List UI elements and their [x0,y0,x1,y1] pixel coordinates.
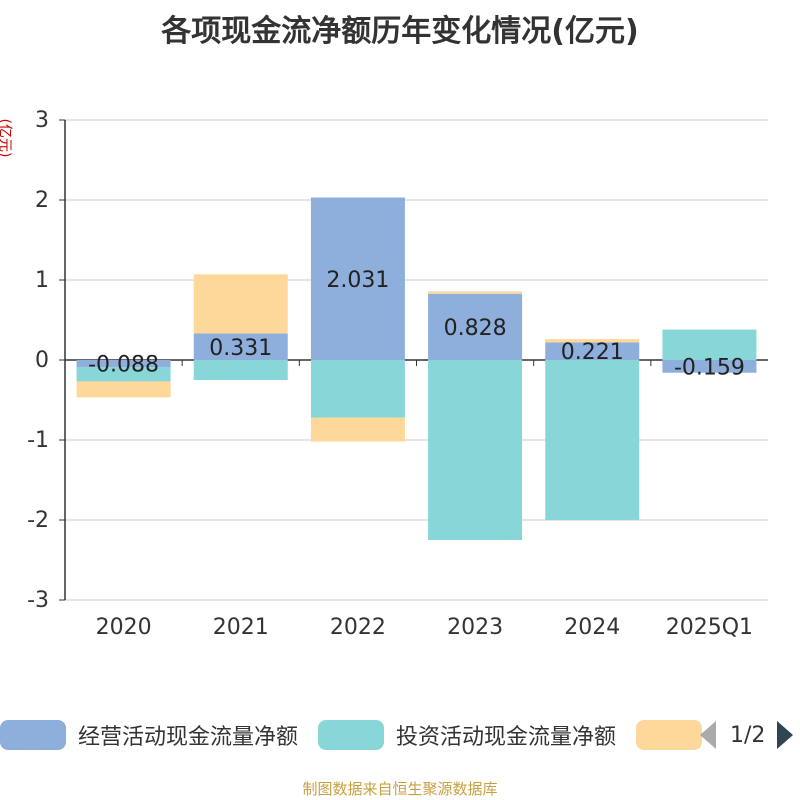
legend-next-page-icon[interactable] [777,721,794,749]
data-label: 0.828 [444,316,507,341]
legend-page-indicator: 1/2 [730,722,766,748]
bar-series2-2020 [76,367,171,382]
x-tick-label: 2024 [564,615,620,640]
bar-series1-2023 [428,293,523,360]
legend-label-operating: 经营活动现金流量净额 [78,725,299,750]
x-tick-label: 2025Q1 [666,615,753,640]
y-tick-label: -2 [27,508,49,533]
chart-title: 各项现金流净额历年变化情况(亿元) [161,14,639,49]
bar-series1-2021 [193,333,288,360]
legend-item-operating[interactable]: 经营活动现金流量净额 [0,719,298,751]
legend-item-investing[interactable]: 投资活动现金流量净额 [318,719,616,751]
y-tick-label: 2 [35,188,49,213]
legend-swatch-operating [0,720,66,750]
cashflow-bar-chart: -3 -2 -1 0 1 2 3 2020 2021 2022 2023 2024 2025Q1 -0.0… [27,108,768,640]
bar-series1-2022 [310,197,405,360]
bar-series3-2023 [428,291,523,294]
y-tick-label: -3 [27,588,49,613]
bar-series2-2021 [193,360,288,380]
data-label: 0.331 [209,336,272,361]
bar-series2-2024 [545,360,640,520]
y-tick-label: -1 [27,428,49,453]
bar-series3-2024 [545,339,640,343]
legend-pager: 1/2 [700,718,794,752]
data-label: -0.159 [674,355,745,380]
legend: 经营活动现金流量净额 投资活动现金流量净额 [0,718,734,752]
data-label: 2.031 [326,268,389,293]
bar-series3-2020 [76,381,171,398]
bar-series3-2022 [310,417,405,442]
y-tick-label: 3 [35,108,49,133]
bar-series1-2024 [545,342,640,360]
bar-series2-2022 [310,360,405,418]
x-tick-label: 2020 [96,615,152,640]
legend-swatch-investing [318,720,385,750]
bar-series1-2020 [76,360,171,368]
legend-prev-page-icon[interactable] [700,721,716,749]
legend-item-third-series[interactable] [636,720,714,750]
y-tick-label: 1 [35,268,49,293]
bar-series1-2025Q1 [662,360,757,373]
x-tick-label: 2021 [213,615,269,640]
data-label: -0.088 [88,353,159,378]
bar-series2-2025Q1 [662,329,757,360]
y-tick-label: 0 [35,348,49,373]
bar-series2-2023 [428,360,523,540]
bar-series3-2021 [193,274,288,334]
legend-label-investing: 投资活动现金流量净额 [396,725,617,750]
data-source-note: 制图数据来自恒生聚源数据库 [302,780,498,798]
x-tick-label: 2022 [330,615,386,640]
x-tick-label: 2023 [447,615,503,640]
data-label: 0.221 [561,340,624,365]
legend-swatch-third-series [636,720,703,750]
